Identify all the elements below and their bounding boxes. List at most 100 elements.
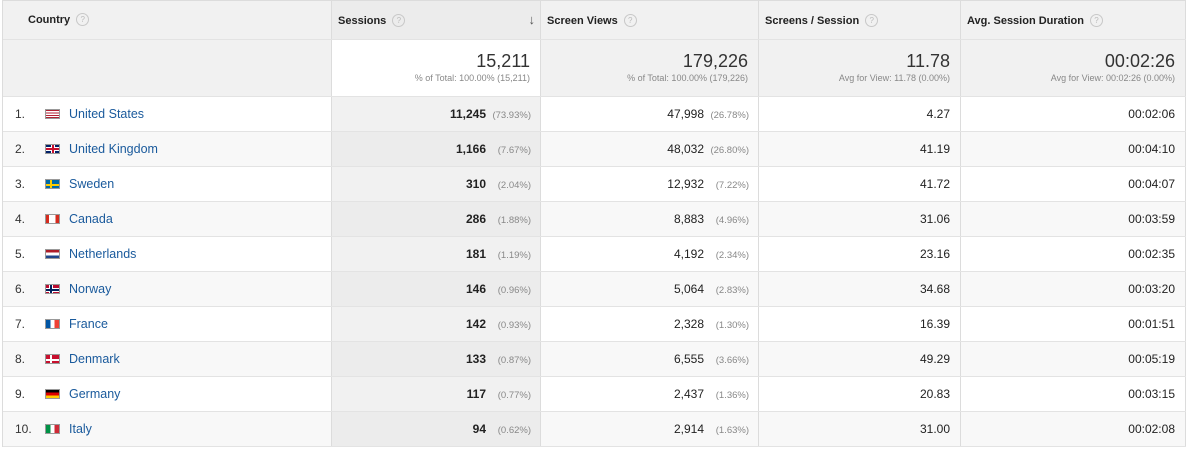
screens-per-session-cell: 4.27 (759, 97, 961, 131)
column-header-country[interactable]: Country? (3, 1, 332, 39)
help-icon[interactable]: ? (392, 14, 406, 27)
sessions-value: 117 (466, 387, 486, 401)
sessions-percent: (1.88%) (497, 215, 531, 226)
screen-views-value: 48,032 (667, 142, 704, 156)
total-value: 15,211 (476, 51, 530, 71)
avg-session-duration-value: 00:03:15 (1128, 387, 1175, 401)
flag-it-icon (45, 424, 60, 434)
row-number: 4. (15, 212, 26, 226)
flag-us-icon (45, 109, 60, 119)
country-link[interactable]: Canada (69, 212, 113, 226)
column-header-label: Sessions (338, 15, 387, 27)
screen-views-value: 5,064 (673, 282, 704, 296)
screen-views-cell: 2,914 (1.63%) (541, 412, 759, 446)
table-row: 1. United States 11,245 (73.93%) 47,998 (26… (3, 97, 1186, 132)
screen-views-value: 8,883 (673, 212, 704, 226)
table-row: 3. Sweden 310 (2.04%) 12,932 (7.22%) 41.72 … (3, 167, 1186, 202)
row-number: 9. (15, 387, 26, 401)
avg-session-duration-value: 00:04:10 (1128, 142, 1175, 156)
country-cell: 1. United States (3, 97, 332, 131)
sessions-cell: 133 (0.87%) (332, 342, 541, 376)
avg-session-duration-value: 00:02:06 (1128, 107, 1175, 121)
flag-se-icon (45, 179, 60, 189)
screens-per-session-value: 16.39 (919, 317, 950, 331)
sessions-cell: 181 (1.19%) (332, 237, 541, 271)
total-value: 11.78 (906, 51, 950, 71)
help-icon[interactable]: ? (1089, 14, 1103, 27)
flag-no-icon (45, 284, 60, 294)
screens-per-session-cell: 20.83 (759, 377, 961, 411)
totals-screen-views: 179,226 % of Total: 100.00% (179,226) (541, 40, 759, 96)
country-link[interactable]: Denmark (69, 352, 120, 366)
row-number: 7. (15, 317, 26, 331)
screen-views-cell: 12,932 (7.22%) (541, 167, 759, 201)
country-link[interactable]: United Kingdom (69, 142, 158, 156)
totals-avg-session-duration: 00:02:26 Avg for View: 00:02:26 (0.00%) (961, 40, 1186, 96)
avg-session-duration-cell: 00:01:51 (961, 307, 1186, 341)
avg-session-duration-cell: 00:03:20 (961, 272, 1186, 306)
screen-views-cell: 6,555 (3.66%) (541, 342, 759, 376)
row-number: 1. (15, 107, 26, 121)
flag-ca-icon (45, 214, 60, 224)
screen-views-cell: 48,032 (26.80%) (541, 132, 759, 166)
sessions-percent: (0.77%) (497, 390, 531, 401)
country-cell: 10. Italy (3, 412, 332, 446)
sessions-value: 181 (465, 247, 486, 261)
screen-views-cell: 2,437 (1.36%) (541, 377, 759, 411)
row-number: 2. (15, 142, 26, 156)
table-row: 10. Italy 94 (0.62%) 2,914 (1.63%) 31.00 00… (3, 412, 1186, 447)
country-link[interactable]: Italy (69, 422, 92, 436)
sessions-cell: 94 (0.62%) (332, 412, 541, 446)
screens-per-session-value: 49.29 (919, 352, 950, 366)
column-header-sessions[interactable]: Sessions? ↓ (332, 1, 541, 39)
help-icon[interactable]: ? (623, 14, 637, 27)
avg-session-duration-cell: 00:04:10 (961, 132, 1186, 166)
row-number: 5. (15, 247, 26, 261)
column-header-avg-session-duration[interactable]: Avg. Session Duration? (961, 1, 1186, 39)
help-icon[interactable]: ? (76, 13, 90, 26)
row-number: 3. (15, 177, 26, 191)
sessions-percent: (2.04%) (497, 180, 531, 191)
screen-views-value: 12,932 (667, 177, 704, 191)
avg-session-duration-value: 00:03:59 (1128, 212, 1175, 226)
screen-views-value: 2,328 (673, 317, 704, 331)
screens-per-session-value: 23.16 (919, 247, 950, 261)
screens-per-session-value: 41.19 (919, 142, 950, 156)
screens-per-session-value: 20.83 (919, 387, 950, 401)
column-header-screen-views[interactable]: Screen Views? (541, 1, 759, 39)
table-row: 9. Germany 117 (0.77%) 2,437 (1.36%) 20.83 … (3, 377, 1186, 412)
table-header: Country? Sessions? ↓ Screen Views? Scree… (3, 1, 1186, 40)
sessions-value: 94 (472, 422, 486, 436)
help-icon[interactable]: ? (865, 14, 879, 27)
totals-screens-per-session: 11.78 Avg for View: 11.78 (0.00%) (759, 40, 961, 96)
sessions-cell: 1,166 (7.67%) (332, 132, 541, 166)
total-subtext: Avg for View: 00:02:26 (0.00%) (1050, 73, 1175, 83)
sessions-cell: 11,245 (73.93%) (332, 97, 541, 131)
sessions-value: 146 (465, 282, 486, 296)
totals-label-cell (3, 40, 332, 96)
row-number: 10. (15, 422, 32, 436)
avg-session-duration-cell: 00:02:08 (961, 412, 1186, 446)
screens-per-session-cell: 41.72 (759, 167, 961, 201)
country-cell: 8. Denmark (3, 342, 332, 376)
screen-views-percent: (1.63%) (715, 425, 749, 436)
screen-views-cell: 47,998 (26.78%) (541, 97, 759, 131)
country-link[interactable]: France (69, 317, 108, 331)
sessions-cell: 286 (1.88%) (332, 202, 541, 236)
country-link[interactable]: Netherlands (69, 247, 137, 261)
country-link[interactable]: Sweden (69, 177, 115, 191)
screens-per-session-value: 34.68 (919, 282, 950, 296)
screens-per-session-value: 31.00 (919, 422, 950, 436)
sessions-percent: (7.67%) (497, 145, 531, 156)
sort-descending-icon[interactable]: ↓ (528, 12, 536, 27)
screen-views-value: 6,555 (673, 352, 704, 366)
screen-views-cell: 4,192 (2.34%) (541, 237, 759, 271)
screen-views-percent: (2.34%) (715, 250, 749, 261)
country-link[interactable]: Norway (69, 282, 112, 296)
country-link[interactable]: Germany (69, 387, 121, 401)
flag-nl-icon (45, 249, 60, 259)
sessions-cell: 310 (2.04%) (332, 167, 541, 201)
flag-dk-icon (45, 354, 60, 364)
column-header-screens-per-session[interactable]: Screens / Session? (759, 1, 961, 39)
country-link[interactable]: United States (69, 107, 145, 121)
